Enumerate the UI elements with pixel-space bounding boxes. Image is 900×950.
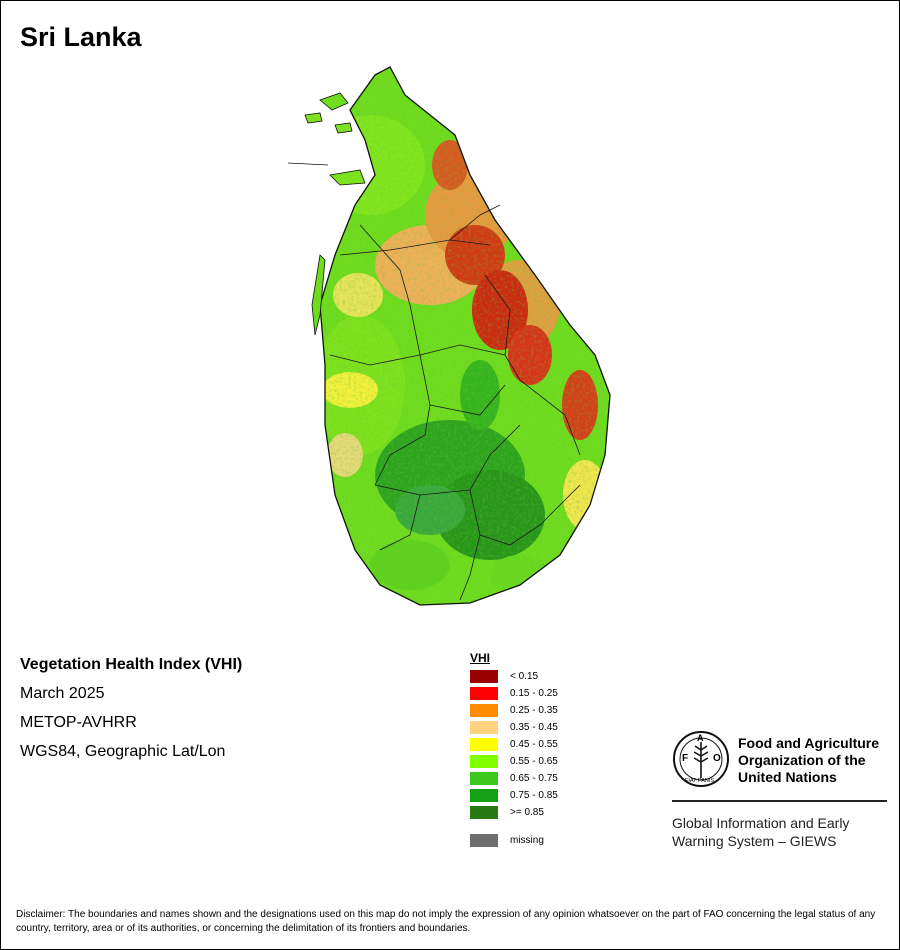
legend-label: >= 0.85 [510, 807, 544, 818]
fao-divider [672, 800, 887, 802]
vhi-raster [320, 67, 610, 605]
giews-line2: Warning System – GIEWS [672, 833, 837, 849]
legend-swatch [470, 704, 498, 717]
legend-swatch [470, 687, 498, 700]
legend-classes: < 0.15 0.15 - 0.25 0.25 - 0.35 0.35 - 0.45 0… [470, 668, 558, 821]
giews-name: Global Information and Early Warning Sys… [672, 814, 849, 850]
fao-logo-letter-a: A [697, 733, 704, 743]
legend-label: 0.35 - 0.45 [510, 722, 558, 733]
coastline [319, 66, 611, 606]
northern-islands [287, 92, 366, 336]
fao-name-line3: United Nations [738, 769, 837, 785]
legend-swatch [470, 772, 498, 785]
map-info: Vegetation Health Index (VHI) March 2025… [20, 656, 242, 772]
fao-logo-letter-o: O [713, 753, 721, 764]
legend-label: 0.25 - 0.35 [510, 705, 558, 716]
fao-name-line1: Food and Agriculture [738, 735, 880, 751]
fao-logo-motto: FIAT PANIS [685, 778, 714, 784]
country-title: Sri Lanka [20, 22, 142, 52]
legend-swatch [470, 806, 498, 819]
sensor-label: METOP-AVHRR [20, 714, 137, 731]
legend-label-missing: missing [510, 835, 544, 846]
legend-row: < 0.15 [470, 668, 558, 685]
legend-row: 0.55 - 0.65 [470, 753, 558, 770]
legend-row: 0.35 - 0.45 [470, 719, 558, 736]
vhi-map [287, 66, 611, 606]
legend-label: 0.45 - 0.55 [510, 739, 558, 750]
legend-swatch [470, 755, 498, 768]
period-label: March 2025 [20, 685, 105, 702]
legend-row: 0.45 - 0.55 [470, 736, 558, 753]
legend-row: 0.15 - 0.25 [470, 685, 558, 702]
index-title: Vegetation Health Index (VHI) [20, 656, 243, 673]
legend-label: 0.75 - 0.85 [510, 790, 558, 801]
district-boundaries [329, 204, 581, 601]
legend-row: 0.25 - 0.35 [470, 702, 558, 719]
legend-swatch [470, 738, 498, 751]
legend-row-missing: missing [470, 832, 558, 849]
legend-swatch-missing [470, 834, 498, 847]
legend-label: 0.55 - 0.65 [510, 756, 558, 767]
fao-logo-letter-f: F [682, 753, 688, 764]
legend-swatch [470, 670, 498, 683]
legend-swatch [470, 789, 498, 802]
legend-label: 0.65 - 0.75 [510, 773, 558, 784]
legend-swatch [470, 721, 498, 734]
disclaimer-text: Disclaimer: The boundaries and names sho… [16, 909, 876, 934]
fao-logo: F O A FIAT PANIS [673, 731, 729, 787]
legend-row: >= 0.85 [470, 804, 558, 821]
fao-name: Food and Agriculture Organization of the… [738, 735, 879, 786]
giews-line1: Global Information and Early [672, 815, 850, 831]
legend-row: 0.65 - 0.75 [470, 770, 558, 787]
legend-row: 0.75 - 0.85 [470, 787, 558, 804]
legend-title: VHI [470, 651, 491, 665]
projection-label: WGS84, Geographic Lat/Lon [20, 743, 226, 760]
legend-label: 0.15 - 0.25 [510, 688, 558, 699]
fao-name-line2: Organization of the [738, 752, 866, 768]
vhi-legend: VHI < 0.15 0.15 - 0.25 0.25 - 0.35 0.35 - 0… [470, 651, 558, 849]
legend-label: < 0.15 [510, 671, 539, 682]
